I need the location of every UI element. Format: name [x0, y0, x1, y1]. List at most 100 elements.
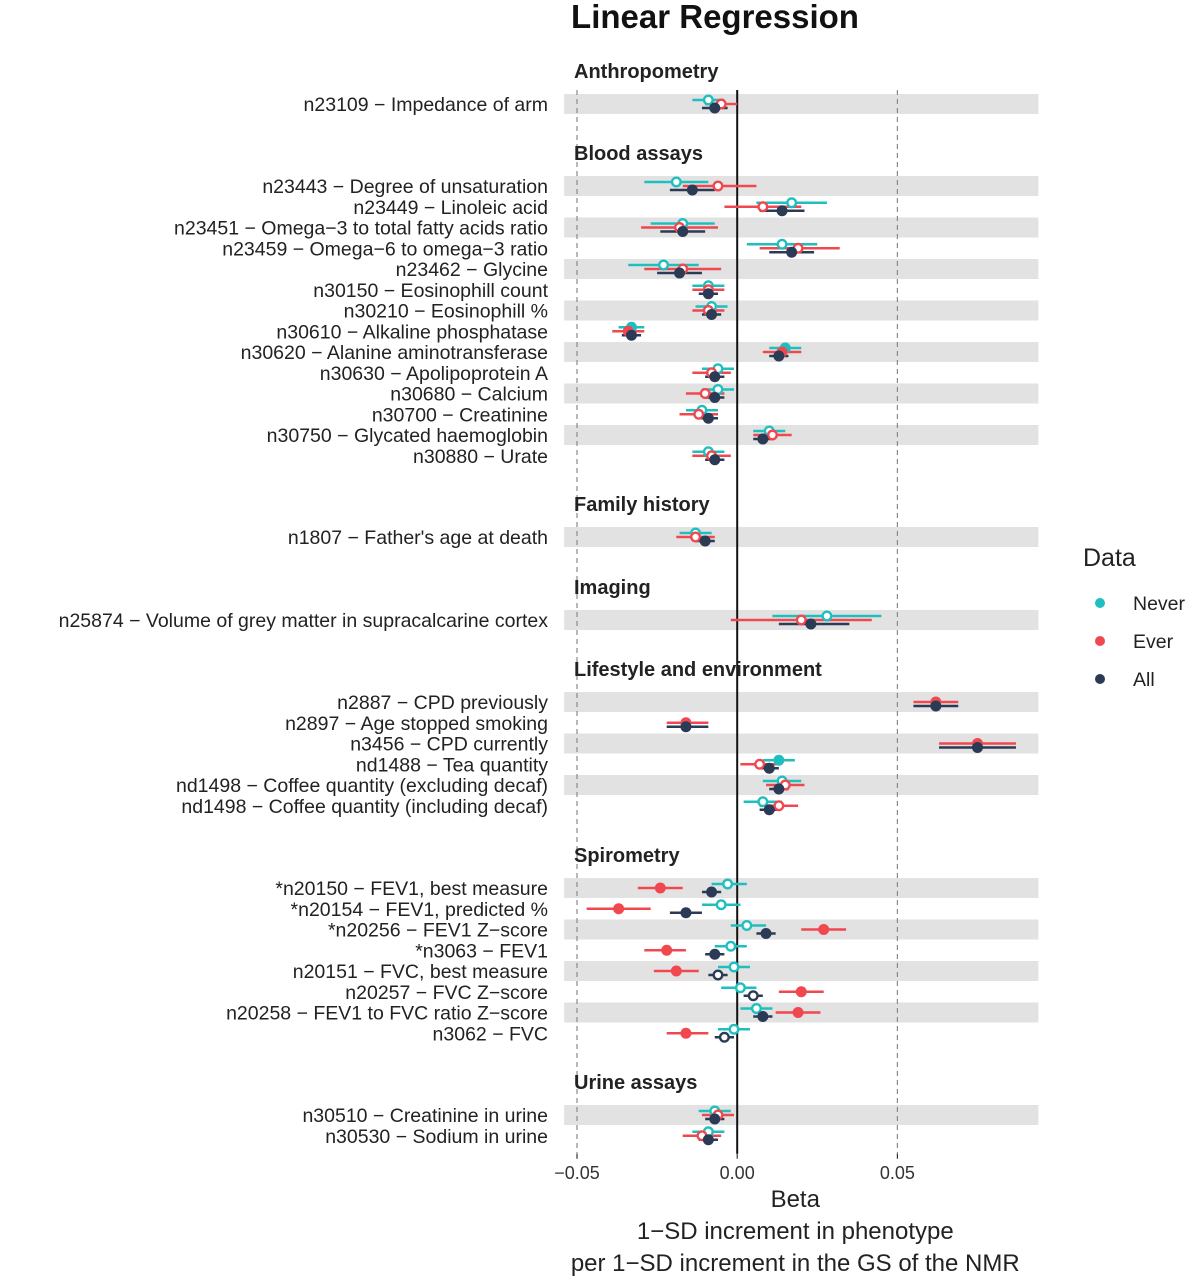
row-stripe: [564, 425, 1039, 445]
group-label: Urine assays: [574, 1072, 697, 1094]
point-ever: [670, 965, 682, 977]
point-ever: [795, 986, 807, 998]
point-all: [763, 762, 775, 774]
point-never: [670, 176, 682, 188]
legend-label-ever: Ever: [1133, 631, 1174, 653]
point-never: [786, 197, 798, 209]
row-stripe: [564, 878, 1039, 898]
row-label: n23462 − Glycine: [396, 259, 548, 281]
point-never: [757, 796, 769, 808]
row-label: n30610 − Alkaline phosphatase: [276, 321, 548, 343]
chart-title: Linear Regression: [571, 0, 859, 35]
point-never: [728, 961, 740, 973]
row-stripe: [564, 217, 1039, 238]
point-all: [709, 371, 721, 383]
row-stripe: [564, 94, 1039, 114]
point-all: [706, 886, 718, 898]
row-label: n30750 − Glycated haemoglobin: [267, 425, 548, 447]
legend-title: Data: [1083, 544, 1136, 572]
row-label: n25874 − Volume of grey matter in suprac…: [59, 610, 549, 632]
point-all: [706, 309, 718, 320]
row-label: nd1498 − Coffee quantity (excluding deca…: [176, 775, 548, 797]
legend-label-all: All: [1133, 669, 1155, 691]
row-stripe: [564, 300, 1039, 321]
row-labels: Anthropometry n23109 − Impedance of arm Bl…: [59, 61, 823, 1148]
point-ever: [757, 201, 769, 213]
row-label: n30700 − Creatinine: [372, 404, 548, 426]
point-all: [709, 1113, 721, 1125]
row-stripe: [564, 692, 1039, 712]
point-all: [757, 433, 769, 445]
x-tick-label: −0.05: [554, 1163, 600, 1183]
point-all: [757, 1011, 769, 1022]
point-ever: [613, 903, 625, 915]
point-never: [750, 1003, 762, 1015]
point-all: [763, 804, 775, 816]
point-never: [702, 94, 714, 106]
row-stripe: [564, 527, 1039, 547]
x-axis-title-line: Beta: [771, 1186, 821, 1213]
point-all: [686, 184, 698, 196]
plot-marks: [586, 94, 1016, 1146]
point-all: [773, 350, 785, 362]
row-label: n3456 − CPD currently: [350, 734, 548, 756]
row-label: n20257 − FVC Z−score: [345, 982, 548, 1004]
point-ever: [690, 531, 702, 543]
point-all: [674, 267, 686, 279]
point-all: [709, 102, 721, 114]
x-tick-label: 0.00: [720, 1163, 755, 1183]
point-all: [709, 392, 721, 403]
point-all: [972, 742, 983, 753]
point-ever: [661, 944, 673, 956]
legend: Data Never Ever All: [1083, 544, 1186, 691]
point-ever: [792, 1007, 804, 1018]
row-label: n2887 − CPD previously: [337, 692, 548, 714]
row-stripe: [564, 383, 1039, 404]
point-ever: [766, 429, 778, 441]
row-label: n30680 − Calcium: [390, 384, 548, 406]
x-axis-title-line: 1−SD increment in phenotype: [637, 1218, 954, 1245]
row-label: *n20154 − FEV1, predicted %: [291, 899, 548, 921]
x-axis: −0.05 0.00 0.05 Beta 1−SD increment in pheno…: [554, 1153, 1020, 1277]
point-never: [722, 878, 734, 890]
legend-key-ever: [1095, 636, 1105, 646]
row-label: n3062 − FVC: [433, 1023, 548, 1045]
point-all: [760, 928, 772, 939]
group-label: Lifestyle and environment: [574, 659, 822, 681]
row-label: n23459 − Omega−6 to omega−3 ratio: [222, 238, 548, 260]
row-label: n2897 − Age stopped smoking: [285, 713, 548, 735]
point-ever: [773, 800, 785, 812]
row-label: *n20256 − FEV1 Z−score: [328, 920, 548, 942]
point-all: [786, 246, 798, 258]
legend-label-never: Never: [1133, 593, 1186, 615]
row-stripe: [564, 961, 1039, 981]
row-label: n30630 − Apolipoprotein A: [320, 363, 548, 385]
point-ever: [754, 758, 766, 770]
point-never: [773, 754, 785, 766]
point-ever: [818, 924, 830, 935]
row-label: n20151 − FVC, best measure: [293, 961, 548, 983]
point-all: [805, 618, 817, 630]
x-axis-title-line: per 1−SD increment in the GS of the NMR: [571, 1250, 1020, 1277]
point-never: [715, 899, 727, 911]
point-ever: [654, 882, 666, 894]
point-never: [776, 238, 788, 250]
group-label: Blood assays: [574, 143, 703, 165]
point-all: [718, 1031, 730, 1043]
row-label: n23443 − Degree of unsaturation: [262, 176, 548, 198]
point-all: [680, 721, 692, 733]
point-all: [712, 969, 724, 981]
point-ever: [680, 1027, 692, 1039]
legend-key-never: [1095, 598, 1105, 608]
point-never: [725, 940, 737, 952]
reference-lines: [576, 90, 899, 1154]
row-label: nd1488 − Tea quantity: [356, 754, 548, 776]
point-never: [734, 982, 746, 994]
point-ever: [712, 180, 724, 192]
row-label: *n20150 − FEV1, best measure: [275, 878, 548, 900]
row-label: nd1498 − Coffee quantity (including deca…: [181, 796, 548, 818]
row-label: n1807 − Father's age at death: [288, 527, 548, 549]
point-all: [709, 948, 721, 960]
point-never: [658, 259, 670, 271]
point-all: [702, 412, 714, 424]
